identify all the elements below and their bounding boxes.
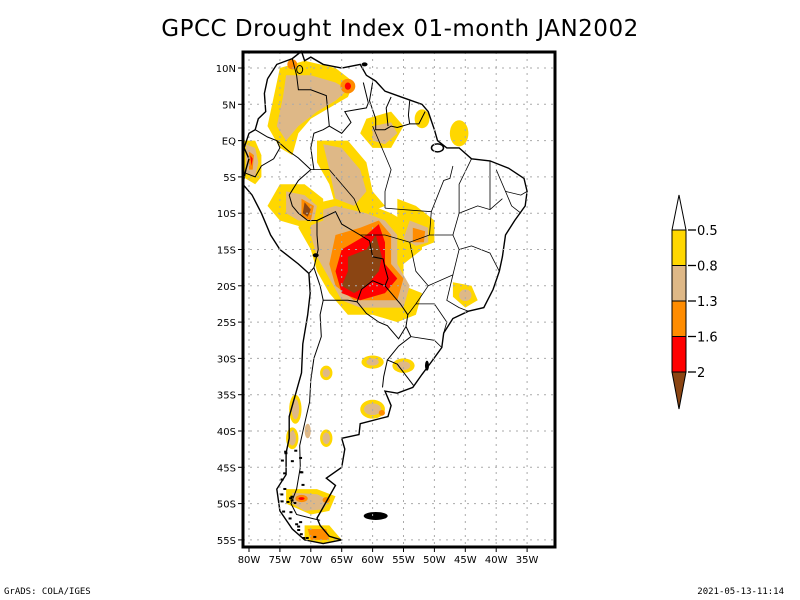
drought-fill-level-1.6 [298,497,304,500]
y-tick-label: 30S [217,354,236,365]
archipelago-island [291,460,294,462]
marajo-island [431,144,443,152]
y-tick-label: 10N [216,64,236,75]
archipelago-island [283,472,286,474]
x-axis-ticks: 80W 75W 70W 65W 60W 55W 50W 45W 40W 35W [238,547,539,566]
archipelago-island [302,537,305,539]
x-tick-label: 40W [485,555,508,566]
colorbar-label: 0.5 [697,224,718,239]
lake-titicaca [313,253,319,257]
colorbar-segment [672,337,686,373]
y-tick-label: 25S [217,318,236,329]
colorbar-segment [672,266,686,302]
archipelago-island [306,537,309,539]
falkland-islands [364,512,388,520]
archipelago-island [281,460,284,462]
y-tick-label: 5N [222,100,236,111]
archipelago-island [281,478,284,480]
x-tick-label: 45W [454,555,477,566]
archipelago-island [284,452,287,454]
archipelago-island [300,533,303,535]
archipelago-island [282,511,285,513]
archipelago-island [297,529,300,531]
drought-fill-level-0.8 [323,432,330,444]
drought-fill-layer [243,59,478,543]
footer-credit: GrADS: COLA/IGES [4,587,91,597]
brazil-state-border [416,304,447,333]
y-tick-label: 45S [217,463,236,474]
drought-fill-level-0.5 [415,109,430,128]
x-tick-label: 50W [423,555,446,566]
colorbar-label: 1.6 [697,331,718,346]
border-suriname-fg [408,101,409,124]
drought-fill-level-0.8 [366,358,378,365]
colorbar-label: 2 [697,366,705,381]
archipelago-island [289,511,292,513]
x-tick-label: 80W [238,555,261,566]
brazil-state-border [411,337,442,348]
map-plot: 80W 75W 70W 65W 60W 55W 50W 45W 40W 35W 10N 5N EQ 5S… [0,0,800,600]
colorbar-label: 1.3 [697,295,718,310]
archipelago-island [290,496,293,498]
border-uruguay-argentina [383,360,388,388]
x-tick-label: 55W [392,555,415,566]
brazil-state-border [453,199,503,235]
archipelago-island [291,499,294,501]
x-tick-label: 35W [516,555,539,566]
y-axis-ticks: 10N 5N EQ 5S 10S 15S 20S 25S 30S 35S 40S 45S 50S 55S [216,64,243,547]
archipelago-island [300,471,303,473]
colorbar-label: 0.8 [697,260,718,275]
y-tick-label: 40S [217,427,236,438]
colorbar-top-arrow [672,195,686,230]
archipelago-island [281,500,284,502]
archipelago-island [294,450,297,452]
archipelago-island [299,521,302,523]
y-tick-label: 55S [217,536,236,547]
y-tick-label: 5S [223,173,236,184]
x-tick-label: 70W [299,555,322,566]
y-tick-label: 50S [217,500,236,511]
x-tick-label: 60W [361,555,384,566]
colorbar-segment [672,301,686,337]
y-tick-label: 10S [217,209,236,220]
archipelago-island [289,517,292,519]
colorbar-legend: 0.5 0.8 1.3 1.6 2 [672,195,718,409]
archipelago-island [283,488,286,490]
drought-fill-level-0.5 [450,120,469,146]
archipelago-island [295,523,298,525]
y-tick-label: 35S [217,391,236,402]
drought-fill-level-1.6 [345,83,351,90]
drought-fill-level-1.3 [308,529,330,540]
colorbar-segment [672,230,686,266]
y-tick-label: 20S [217,282,236,293]
x-tick-label: 65W [330,555,353,566]
footer-timestamp: 2021-05-13-11:14 [697,587,784,597]
archipelago-island [297,526,300,528]
y-tick-label: EQ [222,137,236,148]
colorbar-bottom-arrow [672,372,686,409]
brazil-state-border [496,170,527,196]
archipelago-island [299,457,302,459]
trinidad-island [362,62,368,66]
archipelago-island [280,493,283,495]
archipelago-island [302,484,305,486]
x-tick-label: 75W [269,555,292,566]
archipelago-island [313,536,316,538]
archipelago-island [286,501,289,503]
drought-fill-level-0.8 [323,369,330,378]
y-tick-label: 15S [217,246,236,257]
drought-fill-level-1.3 [379,410,385,416]
brazil-state-border [385,166,453,212]
lake [425,361,429,371]
